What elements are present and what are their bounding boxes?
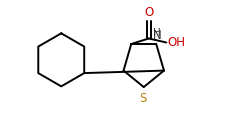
Text: N: N xyxy=(153,29,162,42)
Text: OH: OH xyxy=(167,36,185,49)
Text: H: H xyxy=(153,28,161,38)
Text: S: S xyxy=(139,92,146,105)
Text: O: O xyxy=(144,6,154,19)
